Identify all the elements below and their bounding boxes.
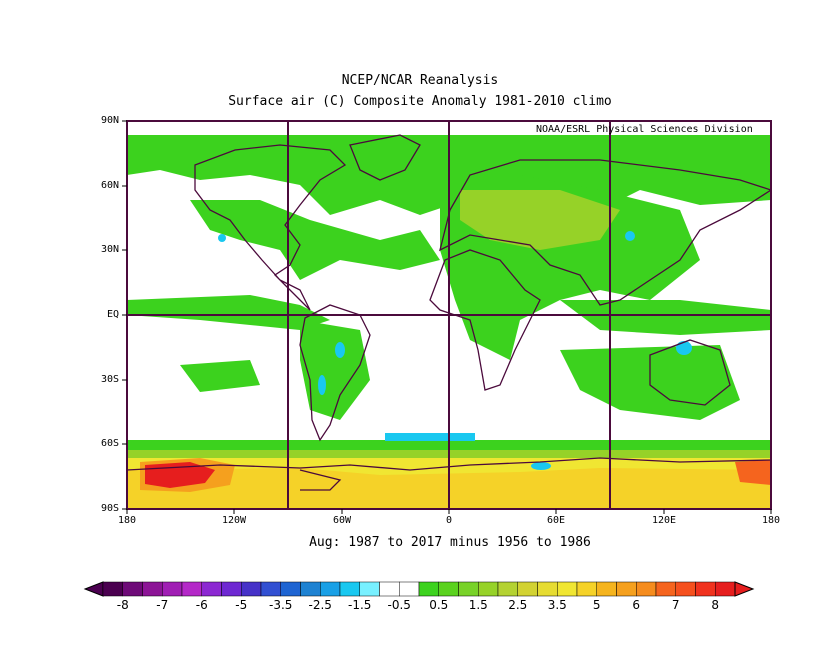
lon-label-120w: 120W (221, 515, 247, 526)
east-antarctic-warming (735, 460, 771, 485)
graticule (127, 121, 771, 509)
colorbar-label: 2.5 (508, 598, 528, 612)
colorbar-swatch (142, 581, 163, 597)
colorbar-swatch (102, 581, 123, 597)
eurasia-warming-strong (460, 190, 620, 250)
colorbar-swatch (478, 581, 499, 597)
colorbar-swatch (399, 581, 420, 597)
colorbar-label: -2.5 (308, 598, 332, 612)
lon-label-180w: 180 (117, 515, 137, 526)
south-america-cooling (335, 342, 345, 358)
lat-label-60s: 60S (100, 438, 119, 449)
lat-label-eq: EQ (106, 309, 119, 320)
na-cooling-spot (218, 234, 226, 242)
colorbar-label: 8 (711, 598, 720, 612)
colorbar-swatch (616, 581, 637, 597)
colorbar-swatch (122, 581, 143, 597)
lat-label-90n: 90N (100, 115, 119, 126)
lon-label-180e: 180 (761, 515, 781, 526)
lat-label-30n: 30N (100, 244, 119, 255)
colorbar-label: -0.5 (387, 598, 411, 612)
map-subtitle-variable: Surface air (C) Composite Anomaly 1981-2… (228, 94, 612, 109)
colorbar-swatch (320, 581, 341, 597)
colorbar-swatch (260, 581, 281, 597)
lat-label-30s: 30S (100, 374, 119, 385)
colorbar-label: -5 (235, 598, 248, 612)
south-pacific-warming (180, 360, 260, 392)
colorbar-swatch (300, 581, 321, 597)
colorbar-swatch (557, 581, 578, 597)
colorbar-swatch (280, 581, 301, 597)
colorbar-swatch (695, 581, 716, 597)
colorbar-label: 6 (632, 598, 641, 612)
tropical-pacific-warming (127, 295, 330, 330)
colorbar-swatch (162, 581, 183, 597)
colorbar-arrow-low (83, 581, 104, 597)
colorbar-swatch (339, 581, 360, 597)
coastlines (127, 134, 771, 491)
colorbar-swatch (715, 581, 736, 597)
colorbar-swatch (655, 581, 676, 597)
colorbar-swatch (181, 581, 202, 597)
colorbar-label: -7 (156, 598, 169, 612)
north-america-atlantic-warming (190, 200, 440, 280)
data-credit: NOAA/ESRL Physical Sciences Division (536, 124, 753, 135)
colorbar-label: 1.5 (468, 598, 488, 612)
axis-ticks (122, 120, 772, 514)
colorbar-label: 5 (592, 598, 601, 612)
colorbar-swatch (675, 581, 696, 597)
colorbar (83, 581, 755, 597)
antarctic-cooling-spot (531, 462, 551, 470)
lon-label-120e: 120E (651, 515, 677, 526)
southern-atlantic-cooling (385, 433, 475, 441)
colorbar-label: -8 (116, 598, 129, 612)
australia-cooling (676, 341, 692, 355)
colorbar-swatch (636, 581, 657, 597)
colorbar-swatch (596, 581, 617, 597)
andes-cooling (318, 375, 326, 395)
south-america-warming (300, 320, 370, 420)
lon-label-0: 0 (445, 515, 453, 526)
asia-cooling-spot (625, 231, 635, 241)
period-caption: Aug: 1987 to 2017 minus 1956 to 1986 (309, 535, 591, 550)
colorbar-swatch (497, 581, 518, 597)
colorbar-arrow-high (734, 581, 755, 597)
colorbar-swatch (537, 581, 558, 597)
colorbar-label: 7 (671, 598, 680, 612)
lon-label-60w: 60W (332, 515, 352, 526)
colorbar-swatch (221, 581, 242, 597)
colorbar-label: 0.5 (429, 598, 449, 612)
colorbar-swatch (359, 581, 380, 597)
lon-label-60e: 60E (546, 515, 566, 526)
colorbar-swatch (418, 581, 439, 597)
colorbar-swatch (517, 581, 538, 597)
colorbar-label: -1.5 (348, 598, 372, 612)
colorbar-swatch (241, 581, 262, 597)
colorbar-swatch (576, 581, 597, 597)
colorbar-swatch (458, 581, 479, 597)
colorbar-swatch (438, 581, 459, 597)
lat-label-90s: 90S (100, 503, 119, 514)
map-title: NCEP/NCAR Reanalysis (341, 73, 499, 88)
colorbar-label: -3.5 (269, 598, 293, 612)
lat-label-60n: 60N (100, 180, 119, 191)
indian-pacific-warming (560, 300, 771, 335)
colorbar-label: -6 (195, 598, 208, 612)
colorbar-swatch (379, 581, 400, 597)
colorbar-swatch (201, 581, 222, 597)
colorbar-label: 3.5 (547, 598, 567, 612)
